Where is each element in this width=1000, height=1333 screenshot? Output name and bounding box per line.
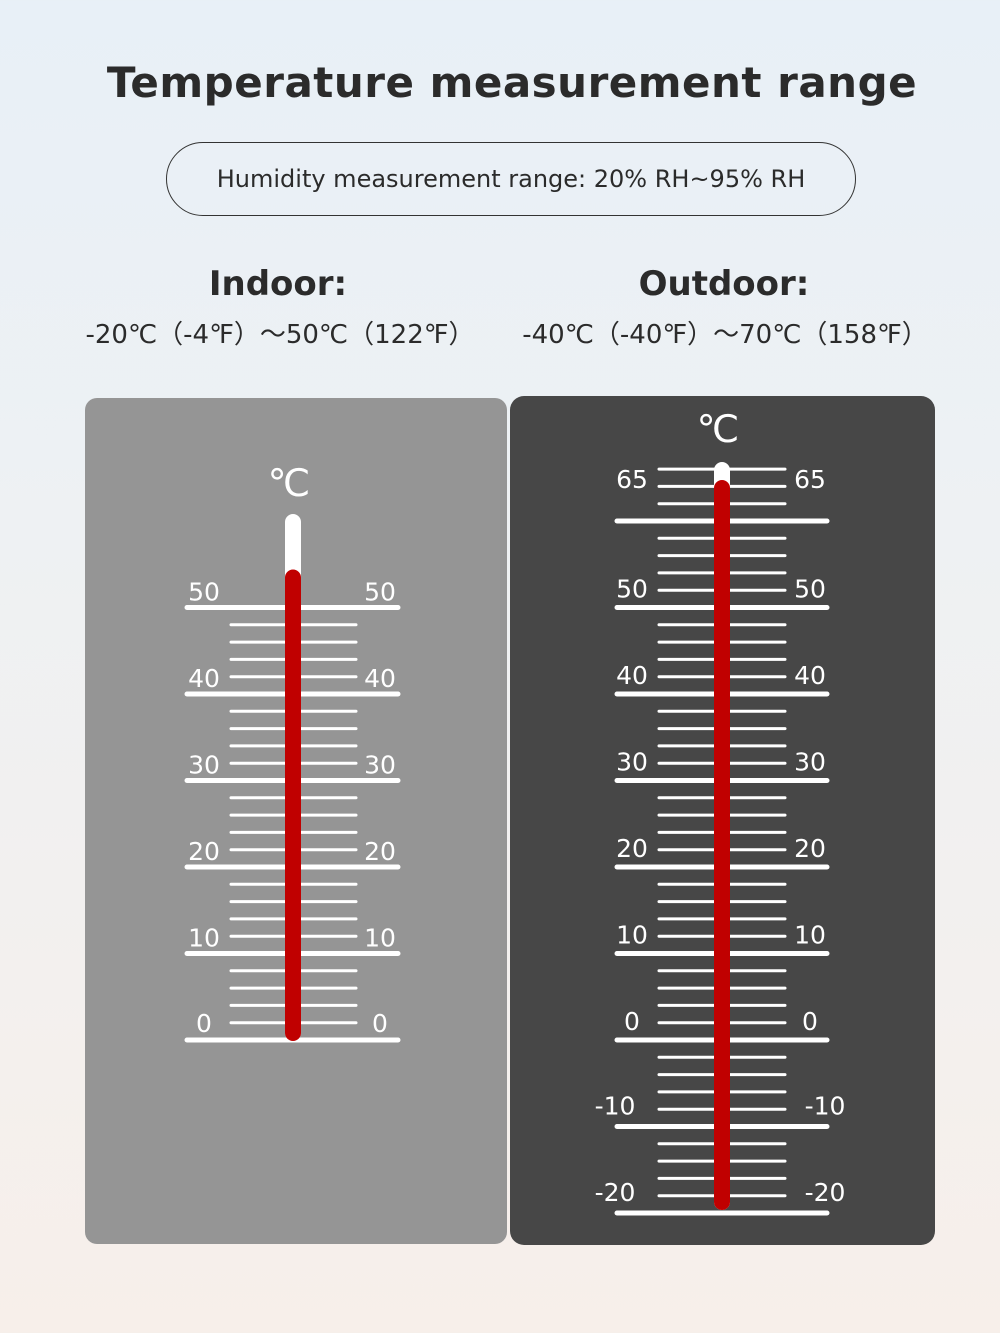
scale-label-left: -10: [595, 1092, 636, 1121]
scale-label-right: 50: [794, 575, 826, 604]
humidity-range-note: Humidity measurement range: 20% RH~95% R…: [166, 142, 856, 216]
scale-label-right: 0: [802, 1007, 818, 1036]
scale-label-left: 50: [188, 578, 220, 607]
scale-label-right: 65: [794, 465, 826, 494]
indoor-heading: Indoor:: [208, 264, 348, 304]
scale-label-right: 0: [372, 1009, 388, 1038]
scale-label-right: 20: [364, 837, 396, 866]
scale-label-left: 10: [188, 924, 220, 953]
outdoor-unit-label: ℃: [697, 407, 740, 451]
outdoor-thermometer: 65 65 50 50 40 40 30 30 20 20 10 10 0 0 -10 -10 -20 -20: [595, 462, 846, 1216]
indoor-range: -20℃（-4℉）～50℃（122℉）: [85, 320, 475, 350]
scale-label-left: 65: [616, 465, 648, 494]
scale-label-right: 40: [364, 664, 396, 693]
scale-label-left: 40: [188, 664, 220, 693]
scale-label-left: 0: [624, 1007, 640, 1036]
scale-label-right: -10: [805, 1092, 846, 1121]
scale-label-left: 10: [616, 921, 648, 950]
scale-label-left: 20: [616, 834, 648, 863]
scale-label-left: -20: [595, 1178, 636, 1207]
page-title: Temperature measurement range: [106, 58, 918, 107]
scale-label-right: 50: [364, 578, 396, 607]
scale-label-right: 20: [794, 834, 826, 863]
indoor-thermometer: 50 50 40 40 30 30 20 20 10 10 0 0: [184, 514, 401, 1043]
scale-label-left: 30: [616, 748, 648, 777]
scale-label-left: 0: [196, 1009, 212, 1038]
scale-label-left: 40: [616, 661, 648, 690]
indoor-unit-label: ℃: [268, 461, 311, 505]
scale-label-right: 30: [364, 751, 396, 780]
outdoor-heading: Outdoor:: [638, 264, 810, 304]
outdoor-range: -40℃（-40℉）～70℃（158℉）: [522, 320, 928, 350]
scale-label-left: 50: [616, 575, 648, 604]
scale-label-left: 30: [188, 751, 220, 780]
scale-label-right: 10: [364, 924, 396, 953]
scale-label-right: 10: [794, 921, 826, 950]
scale-label-right: 30: [794, 748, 826, 777]
scale-label-left: 20: [188, 837, 220, 866]
scale-label-right: 40: [794, 661, 826, 690]
scale-label-right: -20: [805, 1178, 846, 1207]
